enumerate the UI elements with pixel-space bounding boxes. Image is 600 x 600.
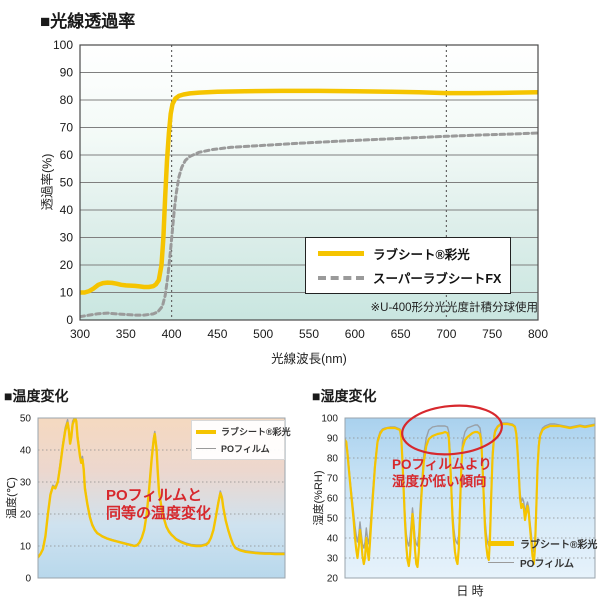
legend-row-rabusheet: ラブシート®彩光 [196, 425, 291, 438]
gray-dashed-line-swatch [318, 275, 364, 280]
legend-label-po-film: POフィルム [520, 559, 575, 570]
legend-label-rabusheet: ラブシート®彩光 [373, 248, 470, 262]
svg-text:20: 20 [20, 510, 32, 521]
legend-label-super-fx: スーパーラブシートFX [373, 272, 502, 286]
section-title-transmittance: ■光線透過率 [40, 12, 136, 31]
transmittance-chart: 0 10 20 30 40 50 60 70 80 90 100 300 350 400 450 500 550… [40, 38, 549, 366]
legend-row-rabusheet: ラブシート®彩光 [318, 244, 506, 263]
temperature-annotation-line2: 同等の温度変化 [106, 505, 212, 522]
svg-text:20: 20 [327, 574, 339, 585]
legend-row-super-fx: スーパーラブシートFX [318, 268, 506, 287]
humidity-chart-svg: 20 30 40 50 60 70 80 90 100 [321, 404, 596, 585]
gray-line-swatch [196, 448, 216, 449]
section-title-temperature: ■温度変化 [4, 388, 69, 404]
svg-text:650: 650 [391, 327, 411, 341]
humidity-annotation: POフィルムより 湿度が低い傾向 [392, 457, 492, 491]
legend-row-rabusheet: ラブシート®彩光 [488, 536, 597, 551]
svg-text:90: 90 [327, 434, 339, 445]
humidity-chart: 20 30 40 50 60 70 80 90 100 湿度(%RH) 日 時 ラブシート®彩光… [310, 380, 600, 600]
svg-text:700: 700 [436, 327, 456, 341]
temperature-y-axis-label: 温度(℃) [6, 477, 18, 519]
humidity-annotation-line2: 湿度が低い傾向 [392, 473, 487, 489]
legend-label-rabusheet: ラブシート®彩光 [520, 540, 598, 551]
svg-text:70: 70 [327, 474, 339, 485]
svg-text:10: 10 [60, 286, 74, 300]
svg-text:600: 600 [345, 327, 365, 341]
svg-text:400: 400 [162, 327, 182, 341]
svg-text:100: 100 [53, 38, 73, 52]
svg-text:750: 750 [482, 327, 502, 341]
svg-text:30: 30 [60, 231, 74, 245]
gray-line-swatch [488, 562, 514, 563]
transmittance-legend: ラブシート®彩光 スーパーラブシートFX [305, 237, 511, 294]
yellow-line-swatch [488, 541, 514, 546]
svg-text:80: 80 [60, 93, 74, 107]
humidity-annotation-line1: POフィルムより [392, 457, 492, 472]
svg-text:0: 0 [25, 574, 31, 585]
svg-text:70: 70 [60, 121, 74, 135]
svg-text:60: 60 [60, 148, 74, 162]
transmittance-y-axis-label: 透過率(%) [40, 153, 55, 211]
svg-text:80: 80 [327, 454, 339, 465]
svg-text:40: 40 [60, 203, 74, 217]
svg-text:50: 50 [327, 514, 339, 525]
svg-text:350: 350 [116, 327, 136, 341]
svg-text:550: 550 [299, 327, 319, 341]
legend-label-po-film: POフィルム [221, 444, 270, 454]
yellow-line-swatch [196, 429, 216, 434]
svg-text:100: 100 [321, 414, 338, 425]
humidity-x-axis-label: 日 時 [456, 584, 484, 598]
section-title-humidity: ■湿度変化 [312, 388, 377, 404]
svg-text:450: 450 [207, 327, 227, 341]
humidity-legend: ラブシート®彩光 POフィルム [488, 536, 597, 570]
svg-text:30: 30 [20, 478, 32, 489]
svg-text:10: 10 [20, 542, 32, 553]
transmittance-x-axis-label: 光線波長(nm) [271, 352, 347, 366]
svg-text:50: 50 [60, 176, 74, 190]
svg-text:40: 40 [327, 534, 339, 545]
svg-text:30: 30 [327, 554, 339, 565]
svg-text:60: 60 [327, 494, 339, 505]
yellow-line-swatch [318, 251, 364, 256]
humidity-y-axis-label: 湿度(%RH) [313, 470, 325, 526]
svg-text:800: 800 [528, 327, 548, 341]
temperature-annotation-line1: POフィルムと [106, 487, 203, 504]
svg-text:300: 300 [70, 327, 90, 341]
svg-text:20: 20 [60, 258, 74, 272]
temperature-legend: ラブシート®彩光 POフィルム [191, 420, 291, 460]
svg-text:90: 90 [60, 66, 74, 80]
legend-row-po-film: POフィルム [488, 555, 597, 570]
temperature-chart: 0 10 20 30 40 50 温度(℃) ラブシート®彩光 POフィルム POフィルム… [0, 380, 300, 600]
legend-row-po-film: POフィルム [196, 442, 280, 455]
svg-text:500: 500 [253, 327, 273, 341]
svg-text:50: 50 [20, 414, 32, 425]
svg-text:40: 40 [20, 446, 32, 457]
transmittance-chart-svg: 0 10 20 30 40 50 60 70 80 90 100 300 350 400 450 500 550… [53, 38, 548, 341]
svg-text:0: 0 [66, 313, 73, 327]
measurement-note: ※U-400形分光光度計積分球使用 [370, 302, 538, 314]
temperature-annotation: POフィルムと 同等の温度変化 [106, 487, 211, 523]
legend-label-rabusheet: ラブシート®彩光 [221, 427, 291, 437]
